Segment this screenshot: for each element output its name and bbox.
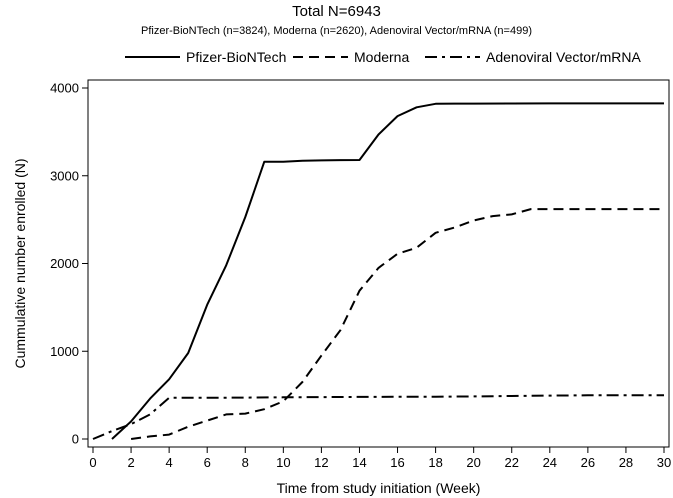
series-line-1 xyxy=(111,102,664,440)
x-tick-label: 22 xyxy=(504,455,518,470)
chart-legend: Pfizer-BioNTech Moderna Adenoviral Vector/… xyxy=(125,49,642,65)
x-tick-label: 14 xyxy=(352,455,366,470)
y-tick-label: 0 xyxy=(72,432,79,447)
x-tick-label: 12 xyxy=(314,455,328,470)
legend-label-1: Pfizer-BioNTech xyxy=(186,49,286,65)
series-lines xyxy=(92,102,664,440)
x-tick-label: 10 xyxy=(276,455,290,470)
x-tick-label: 18 xyxy=(428,455,442,470)
chart-title: Total N=6943 xyxy=(292,3,381,20)
x-tick-label: 2 xyxy=(127,455,134,470)
x-tick-label: 24 xyxy=(543,455,557,470)
y-axis-label: Cummulative number enrolled (N) xyxy=(12,158,28,368)
chart-subtitle: Pfizer-BioNTech (n=3824), Moderna (n=262… xyxy=(140,25,532,37)
series-line-2 xyxy=(130,208,664,440)
legend-label-3: Adenoviral Vector/mRNA xyxy=(486,49,642,65)
x-tick-label: 30 xyxy=(657,455,671,470)
y-tick-label: 2000 xyxy=(50,256,79,271)
x-tick-label: 6 xyxy=(204,455,211,470)
series-line-3 xyxy=(92,394,664,440)
legend-label-2: Moderna xyxy=(354,49,409,65)
y-axis: 0 1000 2000 3000 4000 xyxy=(50,81,88,447)
y-tick-label: 3000 xyxy=(50,168,79,183)
y-tick-label: 1000 xyxy=(50,344,79,359)
x-tick-label: 16 xyxy=(390,455,404,470)
y-tick-label: 4000 xyxy=(50,81,79,96)
x-axis-label: Time from study initiation (Week) xyxy=(277,480,481,496)
x-tick-label: 28 xyxy=(619,455,633,470)
x-tick-label: 0 xyxy=(89,455,96,470)
x-tick-label: 20 xyxy=(466,455,480,470)
x-tick-label: 4 xyxy=(166,455,173,470)
x-tick-label: 8 xyxy=(242,455,249,470)
x-tick-label: 26 xyxy=(581,455,595,470)
x-axis: 0 2 4 6 8 10 12 14 16 18 20 22 24 26 28 30 xyxy=(89,447,671,470)
